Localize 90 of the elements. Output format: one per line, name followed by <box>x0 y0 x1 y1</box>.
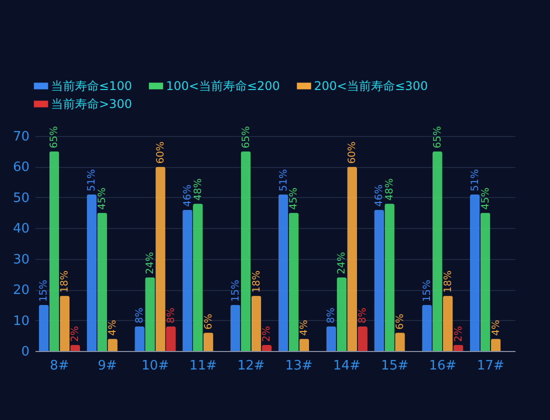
x-tick-label: 9# <box>98 358 117 374</box>
data-label: 24% <box>145 252 156 274</box>
data-label: 4% <box>490 320 502 336</box>
data-label: 45% <box>480 188 492 210</box>
bar <box>86 194 97 351</box>
y-tick-label: 0 <box>21 344 30 360</box>
bar <box>453 344 464 351</box>
y-tick-label: 70 <box>12 130 30 144</box>
bar <box>278 194 288 351</box>
bar <box>182 210 192 351</box>
bar <box>326 326 336 351</box>
x-tick-label: 17# <box>476 358 504 374</box>
bar <box>166 326 176 351</box>
y-tick-label: 60 <box>12 160 30 176</box>
bar <box>490 338 501 351</box>
y-tick-label: 40 <box>12 222 30 237</box>
data-label: 18% <box>442 270 454 293</box>
bar <box>347 166 357 351</box>
bar <box>49 151 60 351</box>
data-label: 6% <box>394 314 406 330</box>
data-label: 2% <box>453 326 464 342</box>
data-label: 46% <box>182 184 194 207</box>
bar <box>336 277 347 351</box>
data-label: 8% <box>326 308 338 324</box>
bar <box>97 212 108 351</box>
y-tick-label: 50 <box>12 190 30 206</box>
bar <box>262 344 272 351</box>
x-tick-label: 15# <box>381 358 408 374</box>
bar <box>70 344 80 351</box>
x-tick-label: 11# <box>189 358 217 374</box>
data-label: 45% <box>97 188 108 210</box>
data-label: 60% <box>155 141 166 164</box>
legend-label: 当前寿命≤100 <box>51 79 132 93</box>
bar <box>358 326 368 351</box>
bar <box>193 204 203 351</box>
bar <box>299 338 310 351</box>
data-label: 65% <box>240 126 252 148</box>
data-label: 6% <box>203 314 214 330</box>
legend-label: 100<当前寿命≤200 <box>166 79 280 93</box>
x-tick-label: 16# <box>428 358 456 374</box>
data-label: 15% <box>422 280 433 302</box>
data-label: 15% <box>38 280 50 302</box>
bar <box>251 296 262 351</box>
data-label: 48% <box>384 178 396 201</box>
data-label: 45% <box>288 188 300 210</box>
x-tick-label: 8# <box>50 358 70 374</box>
bar <box>60 296 70 351</box>
bar <box>156 166 166 351</box>
bar <box>230 304 240 351</box>
bar <box>240 151 251 351</box>
data-label: 2% <box>262 326 273 342</box>
data-label: 51% <box>278 169 290 192</box>
x-tick-label: 12# <box>237 358 265 374</box>
bar <box>384 204 394 351</box>
data-label: 65% <box>49 126 60 148</box>
bar <box>480 212 490 351</box>
data-label: 8% <box>134 308 146 324</box>
bar <box>432 151 442 351</box>
bar <box>145 277 155 351</box>
legend-label: 200<当前寿命≤300 <box>314 79 428 93</box>
data-label: 2% <box>70 326 82 342</box>
bar <box>288 212 299 351</box>
bar <box>203 332 214 351</box>
data-label: 46% <box>374 184 386 207</box>
y-tick-label: 20 <box>12 283 30 298</box>
data-label: 4% <box>299 320 310 336</box>
data-label: 24% <box>336 252 348 274</box>
legend-label: 当前寿命>300 <box>51 97 132 111</box>
x-tick-label: 13# <box>285 358 313 374</box>
x-tick-label: 14# <box>333 358 361 374</box>
data-label: 15% <box>230 280 242 302</box>
bar <box>134 326 144 351</box>
data-label: 8% <box>358 308 369 324</box>
bar <box>422 304 432 351</box>
x-tick-label: 10# <box>142 358 169 374</box>
bar <box>442 296 453 351</box>
data-label: 18% <box>60 270 71 293</box>
data-label: 51% <box>470 169 481 192</box>
data-label: 48% <box>192 178 204 201</box>
y-tick-label: 30 <box>12 252 30 268</box>
data-label: 65% <box>432 126 444 148</box>
y-tick-label: 10 <box>12 314 30 329</box>
data-label: 60% <box>347 141 358 164</box>
bar <box>38 304 49 351</box>
data-label: 8% <box>166 308 177 324</box>
data-label: 18% <box>251 270 262 293</box>
data-label: 4% <box>108 320 119 336</box>
data-label: 51% <box>86 169 98 192</box>
bar <box>374 210 384 351</box>
bar <box>470 194 480 351</box>
